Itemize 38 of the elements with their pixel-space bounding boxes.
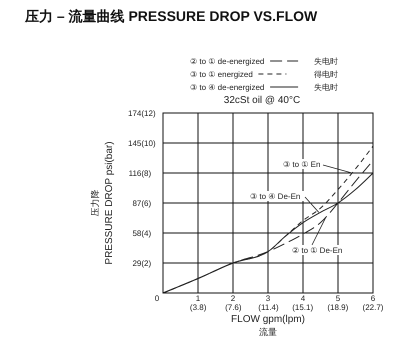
x-tick-label: 0 [154,294,160,303]
y2-tick-label: (10) [141,139,156,148]
text: 失电时 [314,57,338,66]
x-tick-label: 5 [336,294,341,303]
legend-label: ② to ① de-energized [190,57,264,66]
chart-subtitle: 32cSt oil @ 40°C [222,95,302,106]
x-tick-label: 1 [196,294,201,303]
y2-tick-label: (6) [141,199,152,208]
x2-tick-label: (15.1) [292,303,314,312]
text: 得电时 [314,70,338,79]
y2-tick-label: (2) [141,259,152,268]
text: 失电时 [314,83,338,92]
annotation: ③ to ④ De-En [250,192,300,201]
y-tick-label: 116 [128,169,142,178]
x2-tick-label: (18.9) [327,303,349,312]
y-tick-label: 145 [128,139,142,148]
legend-label: ③ to ④ de-energized [190,83,264,92]
y-axis-title: 压力降 PRESSURE DROP psi(bar) [90,141,115,265]
chart-title: 压力 – 流量曲线 PRESSURE DROP VS.FLOW [25,8,318,26]
y-tick-label: 29 [132,259,142,268]
x2-tick-label: (3.8) [190,303,207,312]
x-tick-label: 2 [230,294,236,303]
y-tick-label: 58 [132,229,142,238]
y2-tick-label: (12) [141,109,156,118]
y-tick-label: 87 [132,199,142,208]
x-tick-label: 4 [300,294,306,303]
x2-tick-label: (22.7) [362,303,384,312]
annotation: ② to ① De-En [292,246,342,255]
y2-tick-label: (4) [141,229,152,238]
x-tick-label: 3 [266,294,271,303]
x2-tick-label: (7.6) [225,303,242,312]
legend-label: ③ to ① energized [190,70,253,79]
y2-tick-label: (8) [141,169,152,178]
x2-tick-label: (11.4) [258,303,279,312]
annotation: ③ to ① En [283,160,320,169]
x-tick-label: 6 [370,294,376,303]
x-axis-title: FLOW gpm(lpm) 流量 [230,313,306,339]
y-tick-label: 174 [128,109,142,118]
